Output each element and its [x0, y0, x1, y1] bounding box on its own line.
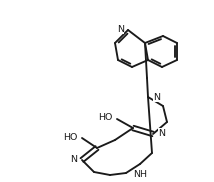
Text: N: N: [70, 155, 77, 165]
Text: NH: NH: [133, 170, 147, 179]
Text: HO: HO: [99, 114, 113, 122]
Text: HO: HO: [64, 132, 78, 141]
Text: N: N: [153, 92, 160, 102]
Text: N: N: [117, 25, 124, 33]
Text: N: N: [158, 128, 165, 137]
